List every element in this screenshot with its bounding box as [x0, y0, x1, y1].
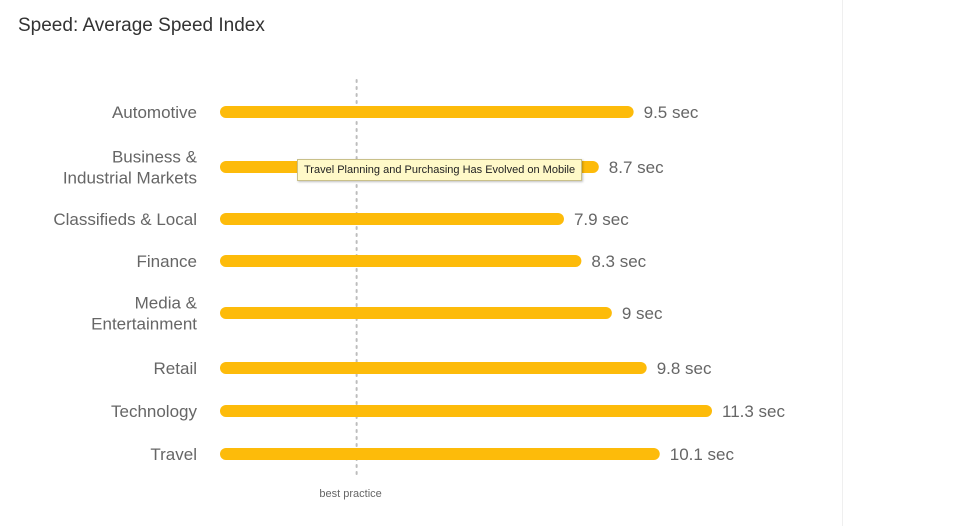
- value-label: 8.3 sec: [591, 252, 646, 271]
- bar: [220, 362, 647, 374]
- category-label: Technology: [111, 402, 198, 421]
- reference-line-label: best practice: [319, 488, 381, 500]
- bar: [220, 106, 634, 118]
- value-label: 9 sec: [622, 304, 663, 323]
- value-label: 10.1 sec: [670, 445, 735, 464]
- value-label: 11.3 sec: [722, 402, 786, 421]
- category-label: Business & Industrial Markets: [63, 148, 198, 188]
- panel-divider: [842, 0, 843, 526]
- category-label: Classifieds & Local: [53, 210, 197, 229]
- category-label: Retail: [154, 359, 197, 378]
- chart-title: Speed: Average Speed Index: [18, 15, 265, 36]
- category-label: Finance: [137, 252, 197, 271]
- category-label: Travel: [150, 445, 197, 464]
- value-label: 9.5 sec: [644, 103, 699, 122]
- category-label: Automotive: [112, 103, 197, 122]
- value-label: 9.8 sec: [657, 359, 712, 378]
- bar: [220, 405, 712, 417]
- category-label: Media & Entertainment: [91, 294, 197, 334]
- bar: [220, 448, 660, 460]
- bar: [220, 307, 612, 319]
- bar: [220, 255, 582, 267]
- tooltip: Travel Planning and Purchasing Has Evolv…: [297, 159, 583, 181]
- bar: [220, 213, 564, 225]
- value-label: 7.9 sec: [574, 210, 629, 229]
- value-label: 8.7 sec: [609, 158, 664, 177]
